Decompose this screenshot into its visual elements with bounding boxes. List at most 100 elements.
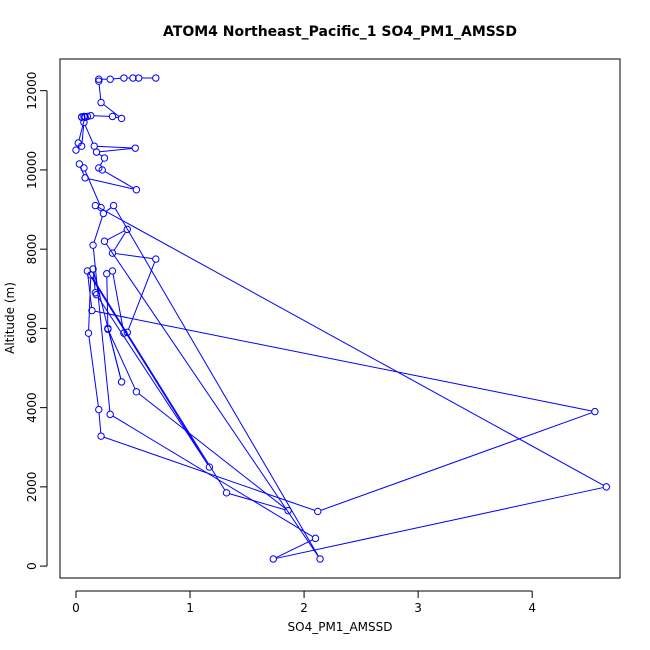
y-tick-label: 8000 <box>25 234 39 265</box>
series-segment <box>88 336 99 407</box>
data-point <box>91 289 100 297</box>
data-point <box>87 271 95 279</box>
data-point <box>123 328 131 337</box>
y-tick-label: 10000 <box>25 151 39 189</box>
series-segment <box>93 216 103 243</box>
series-segment <box>103 104 120 117</box>
data-point <box>97 98 105 107</box>
series-segment <box>94 310 592 412</box>
data-point <box>134 74 143 82</box>
data-point <box>152 255 160 263</box>
data-point <box>108 249 117 257</box>
data-point <box>75 160 84 168</box>
series-segment <box>92 277 226 491</box>
data-point <box>95 405 103 414</box>
series-segment <box>93 115 110 117</box>
data-point <box>117 114 126 123</box>
data-point <box>80 164 88 172</box>
series-segment <box>275 539 313 559</box>
data-point <box>132 388 141 396</box>
series-segment <box>114 208 319 557</box>
data-point <box>100 237 109 245</box>
data-point <box>109 201 118 210</box>
series-segment <box>87 274 93 308</box>
data-point <box>222 489 231 497</box>
series-segment <box>276 487 604 559</box>
data-point <box>131 144 139 152</box>
series-segment <box>84 125 94 144</box>
series-segment <box>112 274 124 331</box>
data-point <box>129 74 137 82</box>
series-segment <box>103 436 315 511</box>
data-point <box>81 174 89 182</box>
data-point <box>591 407 599 416</box>
data-point <box>108 112 117 121</box>
data-point <box>284 506 292 515</box>
y-axis: 0 2000 4000 6000 8000 10000 12000 <box>25 72 48 570</box>
series-segment <box>138 393 286 510</box>
data-point <box>91 201 100 210</box>
data-point <box>83 267 92 275</box>
data-point <box>100 154 109 162</box>
data-point <box>92 148 101 156</box>
data-point <box>108 267 117 275</box>
data-point <box>103 270 111 278</box>
series-segment <box>88 178 134 190</box>
series-segment <box>107 230 125 241</box>
data-point <box>311 534 320 543</box>
series-segment <box>105 207 112 212</box>
series-segment <box>112 415 313 538</box>
series-segment <box>97 206 604 486</box>
data-point <box>97 432 105 440</box>
series-segment <box>98 84 102 100</box>
series-segment <box>104 171 134 189</box>
series-layer <box>72 74 611 563</box>
data-point <box>123 225 131 234</box>
data-point <box>95 75 103 83</box>
y-tick-label: 2000 <box>25 472 39 503</box>
series-segment <box>229 493 286 511</box>
data-point <box>132 186 141 194</box>
series-segment <box>88 278 92 330</box>
series-segment <box>78 119 85 141</box>
data-point <box>120 74 128 82</box>
data-point <box>205 463 214 471</box>
data-point <box>316 555 324 563</box>
data-point <box>95 77 103 85</box>
series-segment <box>99 160 104 166</box>
y-tick-label: 6000 <box>25 313 39 344</box>
data-point <box>81 113 89 121</box>
data-point <box>90 142 98 150</box>
data-point <box>77 142 86 150</box>
data-point <box>98 166 106 174</box>
y-axis-label: Altitude (m) <box>3 282 17 354</box>
data-point <box>269 555 277 563</box>
data-point <box>72 146 80 154</box>
data-point <box>152 74 160 82</box>
chart-title: ATOM4 Northeast_Pacific_1 SO4_PM1_AMSSD <box>163 24 517 40</box>
x-axis-label: SO4_PM1_AMSSD <box>288 620 393 634</box>
data-point <box>120 329 128 337</box>
data-point <box>106 75 114 83</box>
data-point <box>99 209 108 218</box>
data-point <box>84 329 93 337</box>
series-segment <box>98 153 103 157</box>
series-segment <box>115 253 153 260</box>
data-point <box>117 378 126 386</box>
series-segment <box>97 297 209 465</box>
x-axis: 0 1 2 3 4 <box>72 590 536 615</box>
data-point <box>314 507 322 516</box>
plot-frame <box>59 58 621 579</box>
data-point <box>602 483 611 491</box>
x-tick-label: 0 <box>72 601 80 615</box>
series-segment <box>81 125 85 144</box>
series-segment <box>92 248 111 412</box>
data-point <box>89 241 97 249</box>
series-segment <box>88 273 209 465</box>
y-tick-label: 0 <box>25 562 39 570</box>
y-tick-label: 4000 <box>25 392 39 423</box>
x-tick-label: 4 <box>528 601 536 615</box>
series-segment <box>98 412 102 434</box>
